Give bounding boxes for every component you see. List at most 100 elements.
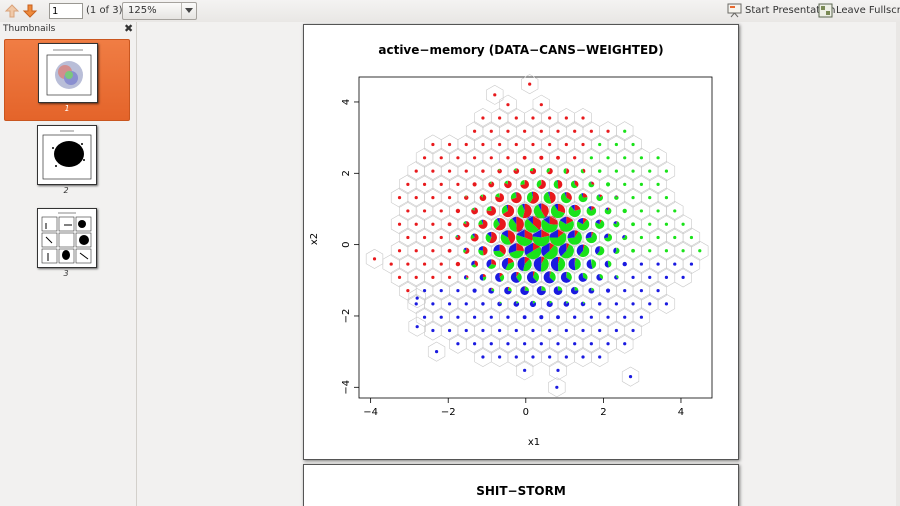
hexbin-dot [631, 196, 635, 200]
pie-slice [471, 207, 475, 211]
hexbin-dot [514, 142, 518, 147]
hexbin-dot [472, 182, 477, 187]
hexbin-dot [447, 222, 452, 227]
hexbin-dot [614, 302, 618, 306]
hexbin-dot [556, 368, 560, 372]
hexbin-dot [431, 196, 435, 200]
hex-outline [632, 307, 651, 328]
pie-slice [533, 256, 542, 272]
hexbin-dot [639, 156, 643, 160]
hex-outline [616, 333, 634, 354]
hexbin-cell [532, 254, 550, 275]
hexbin-dot [531, 142, 535, 147]
pie-slice [580, 301, 586, 307]
zoom-select[interactable]: 125% [122, 2, 197, 20]
pie-slice [578, 272, 587, 282]
pie-slice [604, 260, 609, 268]
start-presentation-button[interactable]: Start Presentation [727, 3, 835, 19]
thumbnail-page-3[interactable]: 3 [4, 205, 128, 285]
hexbin-dot [589, 129, 593, 133]
pie-slice [591, 259, 597, 269]
hexbin-dot [431, 142, 435, 147]
hexbin-dot [639, 262, 643, 266]
hexbin-cell [499, 200, 517, 221]
hexbin-dot [648, 222, 652, 226]
pie-slice [599, 246, 601, 251]
thumbnail-page-1[interactable]: 1 [4, 39, 130, 121]
hexbin-dot [514, 328, 518, 333]
hexbin-dot [422, 262, 427, 266]
hexbin-dot [648, 196, 652, 200]
page-2: SHIT−STORM [303, 464, 739, 506]
hexbin-dot [606, 156, 610, 160]
pie-slice [541, 256, 545, 265]
hexbin-cell [691, 240, 709, 261]
hexbin-dot [581, 116, 585, 120]
hexbin-cell [682, 254, 701, 275]
pie-slice [504, 180, 508, 185]
leave-fullscreen-button[interactable]: Leave Fullscreen [818, 3, 900, 19]
pie-slice [590, 181, 592, 185]
document-view[interactable]: active−memory (DATA−CANS−WEIGHTED) −4 −2 0… [137, 22, 900, 506]
hexbin-dot [422, 156, 427, 160]
hexbin-dot [556, 315, 560, 320]
pie-slice [583, 301, 585, 304]
pie-slice [456, 234, 458, 238]
hexbin-dot [555, 385, 559, 389]
hexbin-dot [539, 342, 543, 346]
hexbin-dot [623, 342, 627, 346]
hex-outline [649, 280, 667, 301]
hex-outline [657, 293, 676, 314]
hexbin-dot [406, 182, 410, 186]
hexbin-dot [598, 328, 602, 333]
hexbin-dot [415, 296, 419, 300]
pie-slice [616, 275, 619, 279]
pie-slice [561, 243, 574, 259]
hexbin-cell [657, 161, 676, 182]
hexbin-dot [539, 103, 543, 107]
hexbin-cell [474, 240, 492, 261]
hexbin-dot [614, 142, 618, 147]
hexbin-dot [456, 182, 460, 186]
scrollbar[interactable] [896, 22, 900, 506]
hexbin-dot [439, 235, 443, 240]
hexbin-dot [681, 249, 685, 253]
hexbin-dot [614, 328, 618, 333]
pie-slice [574, 257, 576, 265]
pie-slice [490, 206, 492, 211]
close-icon[interactable]: ✖ [124, 22, 134, 35]
pie-slice [553, 180, 559, 189]
pie-slice [471, 260, 475, 266]
hexbin-dot [656, 209, 660, 213]
page-1: active−memory (DATA−CANS−WEIGHTED) −4 −2 0… [303, 24, 739, 460]
pie-slice [568, 206, 581, 218]
hexbin-dot [639, 209, 643, 213]
thumbnail-page-2[interactable]: 2 [4, 122, 128, 202]
previous-page-icon[interactable] [4, 3, 20, 19]
hexbin-dot [464, 302, 468, 306]
pie-slice [574, 258, 581, 271]
page-number-input[interactable] [49, 3, 83, 19]
next-page-icon[interactable] [22, 3, 38, 19]
pie-slice [536, 286, 546, 296]
pie-slice [532, 228, 542, 238]
hexbin-dot [481, 116, 485, 120]
hexbin-dot [623, 289, 627, 293]
pie-slice [574, 230, 579, 238]
hexbin-dot [464, 169, 468, 173]
pie-slice [485, 233, 492, 243]
pie-slice [557, 229, 565, 238]
hexbin-dot [447, 275, 452, 279]
hexbin-dot [631, 275, 635, 279]
hexbin-dot [523, 129, 527, 133]
pie-slice [581, 193, 584, 198]
pie-slice [547, 191, 550, 198]
x-axis: −4 −2 0 2 4 [363, 398, 684, 418]
hexbin-dot [539, 129, 543, 133]
hexbin-cell [557, 187, 575, 208]
pie-slice [480, 194, 483, 198]
pie-slice [497, 301, 502, 307]
pie-slice [557, 286, 563, 291]
pie-slice [549, 300, 553, 304]
y-axis-label: x2 [309, 233, 320, 245]
